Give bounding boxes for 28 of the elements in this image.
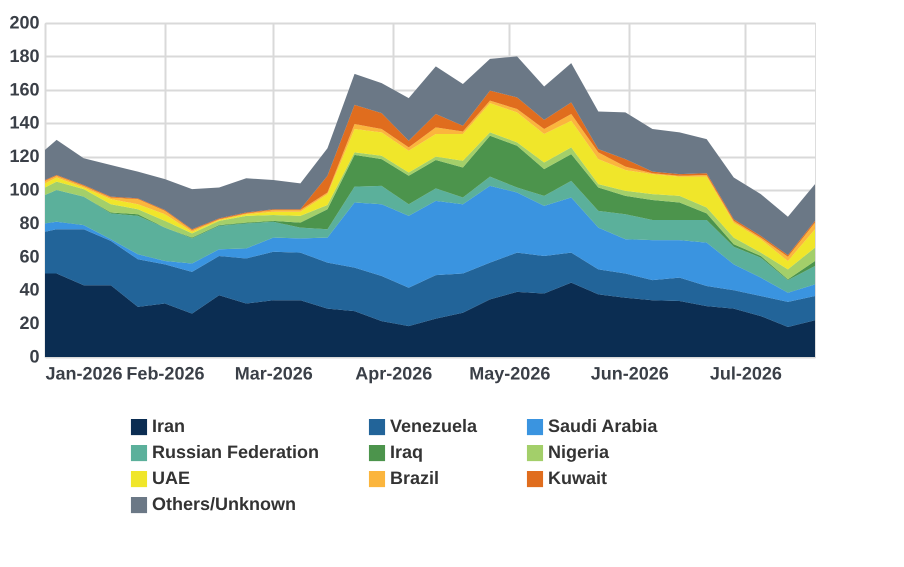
y-tick-label: 20 xyxy=(19,313,40,334)
x-tick-label: Jun-2026 xyxy=(590,364,669,384)
x-tick-label: Jul-2026 xyxy=(710,364,782,384)
y-tick-label: 80 xyxy=(19,212,40,233)
legend-label: Russian Federation xyxy=(152,442,320,462)
y-tick-label: 100 xyxy=(9,180,40,200)
y-tick-label: 200 xyxy=(9,12,40,32)
legend-label: Iran xyxy=(152,416,186,436)
x-tick-label: May-2026 xyxy=(469,364,550,384)
y-tick-label: 140 xyxy=(9,112,40,133)
legend-label: Iraq xyxy=(390,442,424,462)
y-tick-label: 0 xyxy=(29,346,40,366)
x-tick-label: Mar-2026 xyxy=(234,364,313,384)
x-tick-label: Apr-2026 xyxy=(355,364,432,384)
legend-label: UAE xyxy=(152,468,190,488)
y-tick-label: 60 xyxy=(19,246,40,266)
x-tick-label: Jan-2026 xyxy=(46,364,123,384)
legend-label: Venezuela xyxy=(390,416,478,436)
x-tick-label: Feb-2026 xyxy=(126,364,204,384)
y-tick-label: 40 xyxy=(19,280,40,300)
legend-label: Kuwait xyxy=(548,468,608,488)
legend-label: Brazil xyxy=(390,468,440,488)
y-tick-label: 120 xyxy=(9,146,40,166)
legend-label: Nigeria xyxy=(548,442,610,462)
y-tick-label: 180 xyxy=(9,46,40,66)
legend-label: Saudi Arabia xyxy=(548,416,658,436)
legend-label: Others/Unknown xyxy=(152,494,296,514)
y-tick-label: 160 xyxy=(9,79,40,100)
